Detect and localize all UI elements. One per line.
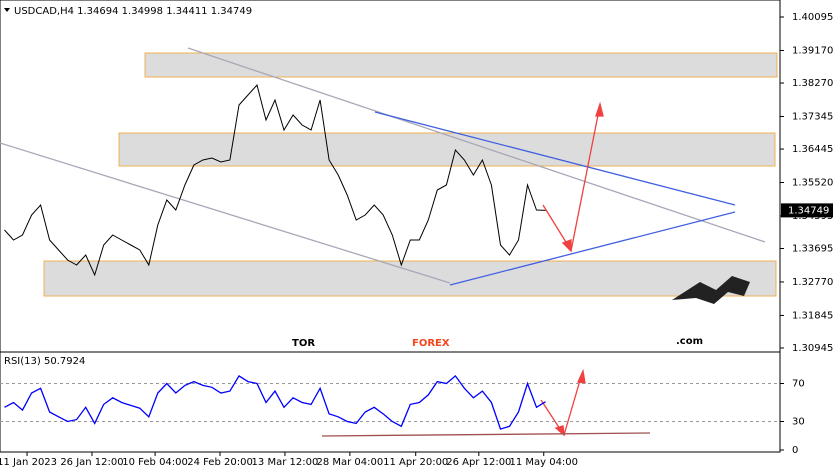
arrow-head — [561, 239, 572, 253]
x-tick-label: 11 May 04:00 — [509, 457, 578, 468]
y-tick-label: 30 — [792, 417, 805, 428]
price-line — [4, 374, 546, 430]
arrow — [563, 376, 582, 436]
y-tick-label: 1.35520 — [792, 177, 833, 188]
triangle-line — [449, 211, 736, 286]
arrow — [570, 109, 600, 252]
channel-line — [187, 47, 766, 243]
y-tick-label: 1.39170 — [792, 45, 833, 56]
watermark: FOREX — [412, 338, 450, 349]
watermark: TOR — [292, 338, 315, 349]
x-tick-label: 13 Mar 12:00 — [252, 457, 319, 468]
collapse-icon — [4, 8, 10, 12]
x-tick-label: 10 Feb 04:00 — [122, 457, 188, 468]
y-tick-label: 0 — [792, 445, 798, 456]
watermark: .com — [676, 336, 703, 347]
x-tick-label: 11 Jan 2023 — [0, 457, 57, 468]
x-tick-label: 26 Jan 12:00 — [60, 457, 123, 468]
x-tick-label: 28 Mar 04:00 — [316, 457, 383, 468]
y-tick-label: 1.33695 — [792, 244, 833, 255]
y-tick-label: 1.31845 — [792, 310, 833, 321]
x-tick-label: 26 Apr 12:00 — [446, 457, 511, 468]
channel-line — [0, 142, 451, 284]
forecast-arrows — [540, 101, 604, 437]
y-tick-label: 1.36445 — [792, 144, 833, 155]
chart-title: USDCAD,H4 1.34694 1.34998 1.34411 1.3474… — [14, 6, 252, 17]
resistance-zone — [118, 132, 776, 167]
resistance-zone — [144, 52, 778, 78]
arrow-head — [554, 425, 565, 437]
y-tick-label: 1.32770 — [792, 277, 833, 288]
x-tick-label: 24 Feb 20:00 — [187, 457, 253, 468]
y-tick-label: 1.37345 — [792, 111, 833, 122]
x-tick-label: 11 Apr 20:00 — [383, 457, 448, 468]
bull-icon — [672, 276, 750, 304]
y-tick-label: 1.30945 — [792, 343, 833, 354]
rsi-panel — [0, 351, 781, 453]
arrow — [542, 204, 570, 248]
arrow-head — [577, 368, 586, 384]
rsi-title: RSI(13) 50.7924 — [4, 356, 85, 367]
y-tick-label: 1.38270 — [792, 78, 833, 89]
arrow-head — [595, 101, 604, 117]
y-tick-label: 70 — [792, 379, 805, 390]
rsi-trend-line — [321, 432, 651, 437]
support-zone — [43, 260, 777, 297]
triangle-line — [374, 111, 736, 206]
price-tag — [781, 203, 833, 218]
y-tick-label: 1.40095 — [792, 12, 833, 23]
price-tag-label: 1.34749 — [788, 205, 829, 216]
price-line — [4, 83, 546, 277]
